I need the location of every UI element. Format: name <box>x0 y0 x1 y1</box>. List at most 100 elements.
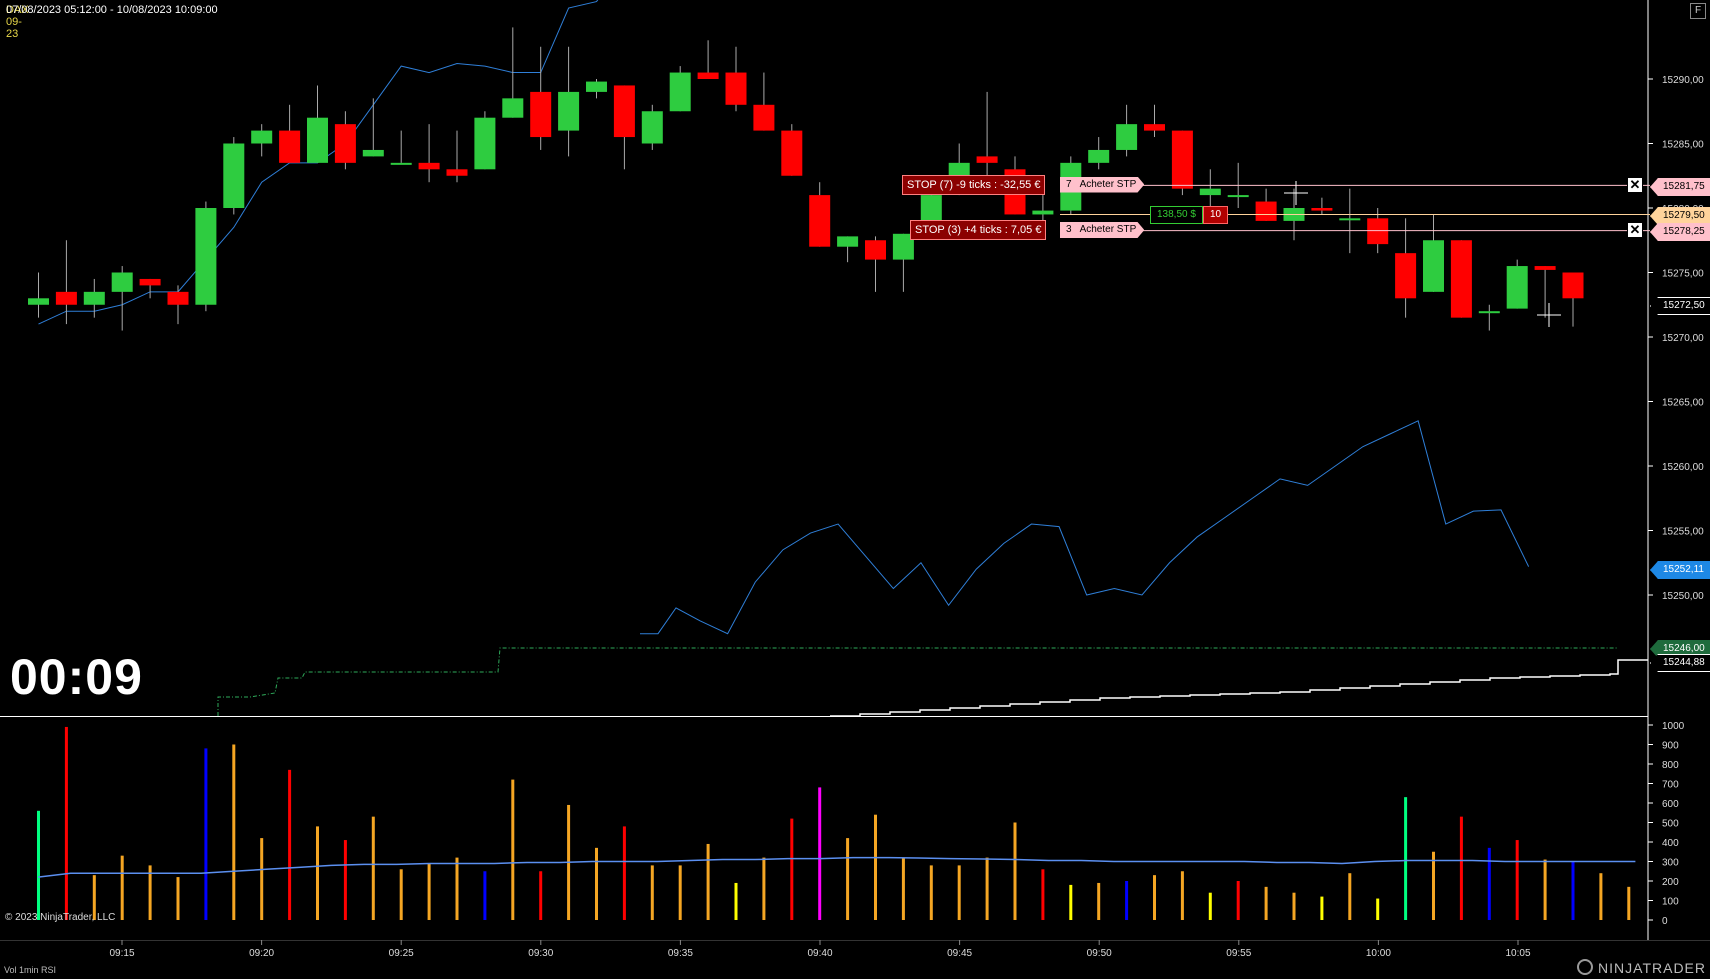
candle[interactable] <box>474 111 496 170</box>
candle[interactable] <box>334 111 356 170</box>
position-pnl: 138,50 $ <box>1150 206 1203 224</box>
volume-bar <box>148 865 152 920</box>
candle[interactable] <box>809 182 831 247</box>
stop-pnl-label[interactable]: STOP (7) -9 ticks : -32,55 € <box>902 174 1046 195</box>
candle[interactable] <box>613 85 635 170</box>
candle-body <box>976 156 998 163</box>
candle[interactable] <box>139 278 161 299</box>
volume-bar <box>343 840 347 920</box>
candle[interactable] <box>307 85 328 163</box>
candle[interactable] <box>362 98 384 157</box>
candle[interactable] <box>976 91 998 183</box>
candle[interactable] <box>279 104 301 163</box>
range-overlay: 07/08/2023 05:12:00 - 10/08/2023 10:09:0… <box>6 4 218 16</box>
candle[interactable] <box>753 72 775 131</box>
volume-bar <box>232 744 236 920</box>
candle-body <box>1171 130 1193 189</box>
candle[interactable] <box>697 40 719 79</box>
chart-corner-button[interactable]: F <box>1690 3 1706 19</box>
candle[interactable] <box>251 124 273 157</box>
volume-tick-label: 400 <box>1662 838 1679 849</box>
candle[interactable] <box>1171 130 1193 196</box>
candle-body <box>1116 124 1138 150</box>
candle[interactable] <box>111 266 133 331</box>
position-qty: 10 <box>1202 206 1229 224</box>
candle[interactable] <box>530 46 552 150</box>
candle[interactable] <box>195 201 217 312</box>
candle-body <box>195 208 217 305</box>
candle[interactable] <box>1199 169 1221 208</box>
candle[interactable] <box>1311 197 1333 215</box>
volume-bar <box>316 826 319 920</box>
position-widget[interactable]: 138,50 $10 <box>1150 206 1229 224</box>
candle-body <box>418 162 440 170</box>
candle[interactable] <box>892 233 914 292</box>
candle-body <box>586 81 607 92</box>
marker-white: 15244,88 <box>1650 654 1710 672</box>
volume-bar <box>1459 816 1463 920</box>
candle[interactable] <box>1506 259 1528 309</box>
order-type: Acheter STP <box>1079 224 1137 235</box>
candle[interactable] <box>725 46 747 112</box>
volume-bar <box>595 847 598 920</box>
marker-rsi: 15252,11 <box>1650 561 1710 579</box>
time-tick-label: 09:50 <box>1087 948 1112 959</box>
candle[interactable] <box>669 66 691 112</box>
stop-pnl-label[interactable]: STOP (3) +4 ticks : 7,05 € <box>910 220 1047 240</box>
order-tag[interactable]: 7 Acheter STP <box>1060 176 1145 193</box>
candle[interactable] <box>1423 214 1444 292</box>
candle[interactable] <box>446 130 468 183</box>
candle[interactable] <box>83 278 105 318</box>
candle-body <box>1088 149 1110 163</box>
candle[interactable] <box>837 236 859 263</box>
volume-bar <box>455 857 459 920</box>
candle[interactable] <box>781 124 803 176</box>
candle-body <box>83 291 105 305</box>
volume-tick-label: 900 <box>1662 741 1679 752</box>
candle[interactable] <box>390 130 412 165</box>
candle-body <box>28 298 49 305</box>
moving-average-line <box>38 0 599 325</box>
candle[interactable] <box>28 272 49 318</box>
candle[interactable] <box>1450 240 1472 318</box>
candle[interactable] <box>1339 188 1361 254</box>
candle[interactable] <box>1088 137 1110 170</box>
volume-tick-label: 200 <box>1662 877 1679 888</box>
candle[interactable] <box>641 104 663 150</box>
candle[interactable] <box>1255 188 1277 221</box>
candle-body <box>55 291 77 305</box>
volume-bar <box>1180 871 1184 920</box>
volume-bar <box>204 748 208 920</box>
time-tick-label: 09:15 <box>109 948 134 959</box>
candle[interactable] <box>1562 272 1584 327</box>
volume-bar <box>176 877 180 920</box>
candle[interactable] <box>1534 266 1556 318</box>
volume-bar <box>1627 886 1631 920</box>
volume-bar <box>1208 892 1212 920</box>
candle[interactable] <box>865 236 886 292</box>
candle[interactable] <box>1144 104 1165 138</box>
volume-bar <box>957 865 961 920</box>
candle[interactable] <box>502 27 524 118</box>
candle[interactable] <box>558 46 580 157</box>
candle[interactable] <box>1116 104 1138 157</box>
candle[interactable] <box>167 285 189 325</box>
volume-bar <box>539 871 543 920</box>
order-tag[interactable]: 3 Acheter STP <box>1060 222 1145 238</box>
candle-body <box>1534 266 1556 270</box>
marker-stop-1: 15281,75 <box>1650 178 1710 196</box>
cancel-order-icon[interactable]: ✕ <box>1627 176 1643 193</box>
trailing-step-line <box>830 659 1648 716</box>
candle[interactable] <box>418 124 440 183</box>
candle[interactable] <box>223 137 245 215</box>
volume-bar <box>706 843 710 920</box>
candle[interactable] <box>55 240 77 325</box>
candle[interactable] <box>586 79 607 99</box>
time-tick-label: 09:30 <box>528 948 553 959</box>
candle[interactable] <box>1478 304 1500 331</box>
candle[interactable] <box>1395 218 1417 318</box>
volume-bar <box>1487 847 1491 920</box>
candle-body <box>223 143 245 208</box>
cancel-order-icon[interactable]: ✕ <box>1627 222 1643 238</box>
